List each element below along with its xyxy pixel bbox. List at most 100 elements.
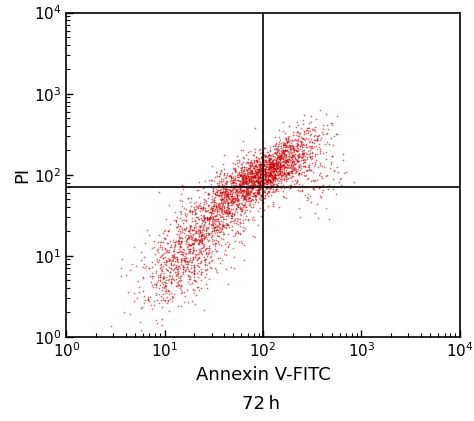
Point (255, 168, 262, 175)
Point (192, 238, 200, 245)
Point (287, 161, 295, 168)
Point (261, 167, 268, 174)
Point (286, 144, 294, 150)
Point (283, 138, 291, 145)
Point (233, 197, 241, 203)
Point (293, 178, 301, 184)
Point (249, 185, 257, 192)
Point (203, 252, 211, 259)
Point (246, 184, 254, 191)
Point (170, 277, 178, 284)
Point (252, 192, 259, 199)
Point (214, 255, 222, 261)
Point (228, 213, 236, 219)
Point (155, 300, 163, 306)
Point (244, 169, 252, 176)
Point (280, 170, 288, 177)
Point (282, 159, 289, 165)
Point (265, 157, 273, 163)
Point (243, 192, 251, 198)
Point (258, 173, 266, 180)
Point (209, 195, 216, 202)
Point (238, 207, 246, 214)
Point (251, 192, 259, 199)
Point (176, 243, 183, 250)
Point (258, 192, 266, 198)
Point (246, 162, 253, 169)
Point (241, 181, 248, 187)
Point (177, 282, 185, 289)
Point (164, 247, 171, 254)
Point (269, 163, 276, 169)
Point (202, 200, 210, 207)
Point (258, 179, 266, 186)
Point (319, 131, 327, 137)
Point (205, 244, 212, 251)
Point (294, 158, 301, 165)
Point (141, 297, 149, 304)
Point (236, 231, 244, 238)
Point (252, 168, 259, 175)
Point (203, 261, 211, 268)
Point (279, 156, 287, 163)
Point (243, 198, 251, 205)
Point (247, 188, 255, 195)
Point (295, 132, 302, 139)
Point (278, 164, 285, 171)
Point (269, 168, 277, 175)
Point (286, 136, 293, 143)
Point (295, 172, 303, 179)
Point (205, 191, 212, 197)
Point (176, 214, 183, 221)
Point (198, 228, 206, 235)
Point (321, 141, 328, 147)
Point (177, 239, 185, 245)
Point (177, 234, 185, 241)
Point (215, 232, 223, 239)
Point (269, 159, 277, 166)
Point (166, 255, 174, 262)
Point (251, 163, 258, 170)
Point (249, 182, 257, 189)
Point (213, 208, 220, 214)
Point (219, 223, 227, 230)
Point (160, 228, 168, 234)
Point (322, 204, 330, 211)
Point (330, 133, 337, 140)
Point (243, 193, 250, 200)
Point (244, 175, 251, 182)
Point (306, 153, 314, 160)
Point (237, 173, 244, 180)
Point (282, 154, 289, 161)
Point (191, 277, 199, 284)
Point (196, 232, 203, 239)
Point (175, 232, 183, 239)
Point (283, 139, 291, 146)
Point (252, 145, 259, 152)
Point (224, 208, 231, 215)
Point (222, 181, 230, 187)
Point (190, 238, 198, 245)
Point (295, 170, 302, 177)
Point (265, 161, 273, 168)
Point (281, 142, 289, 149)
Point (255, 167, 263, 174)
Point (173, 273, 180, 280)
Point (316, 160, 324, 167)
Point (228, 196, 236, 203)
Point (299, 160, 307, 167)
Point (233, 198, 241, 205)
Point (249, 193, 256, 200)
Point (148, 258, 156, 265)
Point (308, 156, 315, 163)
Point (217, 186, 224, 192)
Point (209, 222, 217, 229)
Point (242, 190, 249, 197)
Point (163, 277, 170, 283)
Point (239, 154, 246, 160)
Point (264, 157, 272, 164)
Point (187, 222, 194, 229)
Point (194, 251, 202, 258)
Point (263, 183, 271, 189)
Point (209, 193, 216, 200)
